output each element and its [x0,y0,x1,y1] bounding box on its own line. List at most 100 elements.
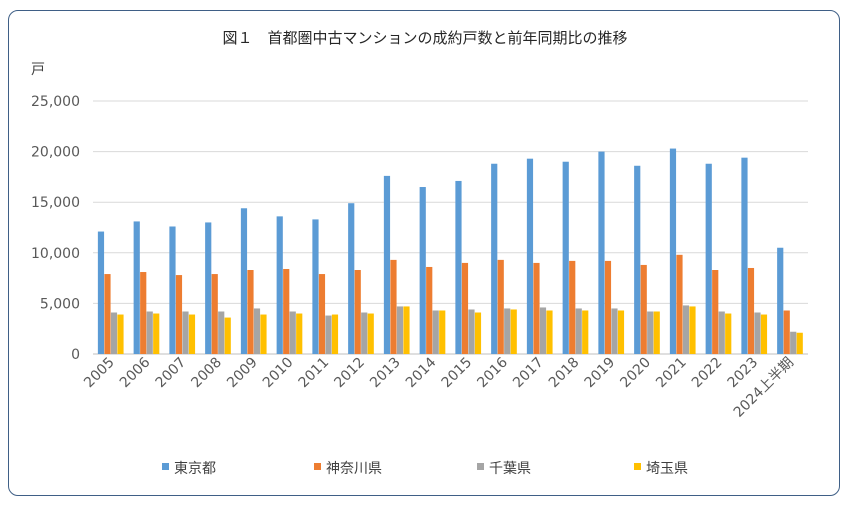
legend-swatch [162,463,169,470]
bar-埼玉県-2015 [474,312,482,354]
bar-埼玉県-2022 [725,313,732,354]
y-axis-unit-label: 戸 [31,62,45,78]
bar-神奈川県-2022 [712,270,719,354]
x-tick-label: 2018 [546,355,583,392]
legend-label: 千葉県 [489,461,531,477]
bar-埼玉県-2005 [117,314,124,354]
bar-神奈川県-2017 [533,262,540,354]
x-tick-label: 2007 [153,355,190,392]
bar-埼玉県-2020 [653,311,660,354]
bar-千葉県-2010 [289,311,296,354]
bar-千葉県-2018 [575,308,582,354]
bar-埼玉県-2007 [188,314,196,354]
y-tick-label: 25,000 [31,94,80,110]
x-tick-label: 2010 [260,355,297,392]
bar-埼玉県-2023 [760,314,768,354]
bar-神奈川県-2009 [247,270,254,354]
bar-神奈川県-2023 [747,267,755,354]
bar-埼玉県-2011 [331,314,339,354]
y-tick-label: 20,000 [31,145,80,161]
bar-埼玉県-2008 [224,317,231,354]
bar-千葉県-2019 [611,308,618,354]
bar-東京都-2019 [598,151,605,354]
bar-千葉県-2023 [754,312,761,354]
y-tick-label: 15,000 [31,195,80,211]
bar-千葉県-2012 [361,312,368,354]
bar-埼玉県-2021 [689,306,696,354]
y-tick-label: 0 [71,347,80,363]
bar-東京都-2016 [491,163,498,354]
bar-千葉県-2007 [182,311,189,354]
x-tick-label: 2008 [188,355,225,392]
bar-埼玉県-2014 [439,310,446,354]
bar-千葉県-2014 [432,310,439,354]
bar-東京都-2017 [526,158,534,354]
legend-swatch [477,463,484,470]
bar-千葉県-2009 [253,308,261,354]
bar-神奈川県-2013 [390,259,397,354]
bar-東京都-2021 [669,148,677,354]
bar-神奈川県-2006 [140,272,147,354]
bar-神奈川県-2014 [426,266,433,354]
bar-東京都-2009 [240,208,248,354]
gridlines [93,100,808,355]
bar-東京都-2023 [741,157,748,354]
bar-東京都-2008 [205,222,212,354]
bar-東京都-2020 [634,165,641,354]
bar-千葉県-2016 [504,308,511,354]
bar-東京都-2007 [169,226,176,354]
bar-埼玉県-2013 [403,306,410,354]
bar-千葉県-2006 [146,311,153,354]
bar-神奈川県-2019 [604,260,612,354]
bar-神奈川県-2012 [354,270,361,354]
bar-東京都-2022 [705,163,712,354]
y-tick-label: 5,000 [40,296,80,312]
bar-東京都-2012 [348,203,355,354]
legend-swatch [634,463,641,470]
x-tick-label: 2013 [367,355,404,392]
bar-埼玉県-2006 [153,313,160,354]
bar-東京都-2024上半期 [777,247,784,354]
bar-千葉県-2017 [539,307,547,354]
bar-神奈川県-2021 [676,254,683,354]
bar-千葉県-2008 [218,311,225,354]
bar-埼玉県-2024上半期 [796,332,803,354]
bar-神奈川県-2011 [318,274,326,354]
bar-東京都-2018 [562,161,569,354]
bar-東京都-2006 [133,221,140,354]
bar-東京都-2010 [276,216,283,354]
y-tick-label: 10,000 [31,246,80,262]
bar-神奈川県-2024上半期 [783,310,790,354]
bar-埼玉県-2017 [546,310,553,354]
bar-東京都-2005 [97,231,105,354]
bar-埼玉県-2018 [582,310,589,354]
bar-埼玉県-2010 [296,313,303,354]
chart-title: 図１ 首都圏中古マンションの成約戸数と前年同期比の推移 [222,29,627,47]
bar-埼玉県-2012 [367,313,374,354]
x-tick-label: 2022 [689,355,726,392]
bar-神奈川県-2008 [211,274,218,354]
bar-千葉県-2022 [718,311,725,354]
bars [97,148,803,354]
x-tick-label: 2015 [439,355,476,392]
y-axis-ticks: 0 5,000 10,000 15,000 20,000 25,000 [31,94,80,363]
bar-東京都-2015 [455,180,462,354]
x-tick-label: 2016 [474,354,511,391]
legend-label: 神奈川県 [326,461,382,477]
bar-埼玉県-2019 [617,310,625,354]
bar-千葉県-2020 [647,311,654,354]
bar-神奈川県-2007 [175,275,183,354]
bar-千葉県-2005 [110,312,118,354]
legend-swatch [314,463,321,470]
bar-千葉県-2015 [468,309,475,354]
legend-label: 東京都 [174,461,216,477]
legend: 東京都 神奈川県 千葉県 埼玉県 [162,461,688,477]
bar-神奈川県-2010 [283,268,290,354]
x-tick-label: 2009 [224,355,261,392]
x-tick-label: 2014 [403,354,440,391]
x-tick-label: 2006 [117,354,154,391]
bar-千葉県-2024上半期 [790,331,797,354]
bar-東京都-2014 [419,187,426,354]
x-tick-label: 2021 [653,355,690,392]
bar-神奈川県-2016 [497,259,504,354]
